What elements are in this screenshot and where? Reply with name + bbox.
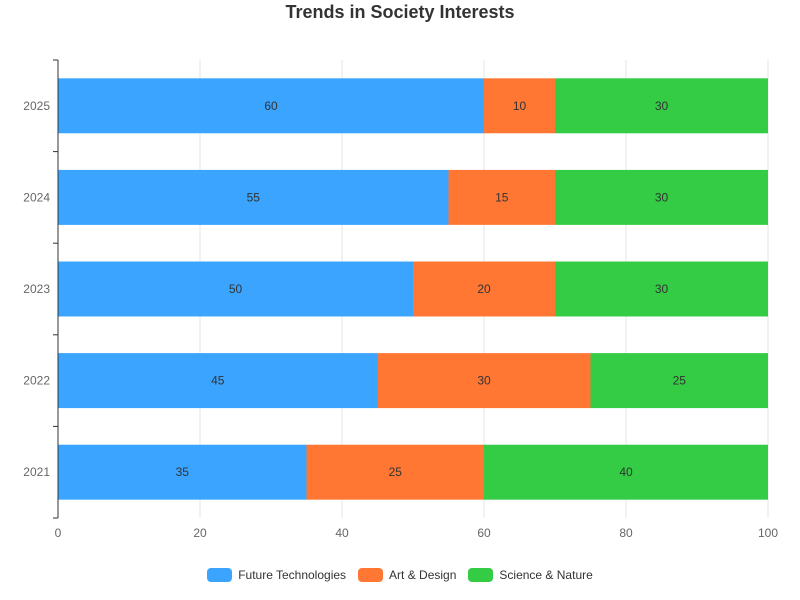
data-labels: 60 10 30 55 15 30 50 20 30 45 30 25 35 25 40	[176, 99, 687, 479]
bar-art-design-2022[interactable]	[377, 353, 591, 409]
bar-science-nature-2025[interactable]	[555, 78, 768, 134]
data-label: 10	[513, 99, 527, 113]
bar-science-nature-2024[interactable]	[555, 169, 768, 225]
bar-science-nature-2021[interactable]	[484, 444, 768, 500]
legend-item-future-technologies[interactable]: Future Technologies	[207, 568, 346, 582]
x-tick-label: 20	[193, 526, 207, 540]
bar-future-technologies-2022[interactable]	[58, 353, 378, 409]
y-tick-label: 2024	[23, 190, 50, 204]
data-label: 50	[229, 282, 243, 296]
data-label: 25	[673, 374, 687, 388]
bar-art-design-2024[interactable]	[448, 169, 556, 225]
y-tick-label: 2021	[23, 465, 50, 479]
legend-swatch	[358, 568, 384, 582]
data-label: 20	[477, 282, 491, 296]
legend-swatch	[207, 568, 233, 582]
bar-future-technologies-2025[interactable]	[58, 78, 484, 134]
bar-science-nature-2023[interactable]	[555, 261, 768, 317]
data-label: 30	[655, 282, 669, 296]
x-tick-label: 40	[335, 526, 349, 540]
bar-art-design-2025[interactable]	[484, 78, 555, 134]
data-label: 25	[389, 465, 403, 479]
bar-art-design-2021[interactable]	[306, 444, 485, 500]
legend-label: Future Technologies	[238, 568, 347, 582]
x-tick-label: 80	[619, 526, 633, 540]
bar-future-technologies-2024[interactable]	[58, 169, 449, 225]
x-tick-label: 60	[477, 526, 491, 540]
x-tick-label: 0	[55, 526, 62, 540]
legend-item-science-nature[interactable]: Science & Nature	[468, 568, 593, 582]
bar-future-technologies-2021[interactable]	[58, 444, 307, 500]
legend-label: Science & Nature	[499, 568, 593, 582]
bar-art-design-2023[interactable]	[413, 261, 555, 317]
data-label: 30	[655, 99, 669, 113]
data-label: 45	[211, 374, 225, 388]
legend: Future Technologies Art & Design Science &…	[0, 568, 800, 582]
data-label: 40	[619, 465, 633, 479]
chart-title: Trends in Society Interests	[285, 2, 515, 22]
bar-future-technologies-2023[interactable]	[58, 261, 413, 317]
legend-item-art-design[interactable]: Art & Design	[358, 568, 456, 582]
y-tick-label: 2023	[23, 282, 50, 296]
data-label: 30	[655, 190, 669, 204]
y-tick-label: 2022	[23, 374, 50, 388]
data-label: 60	[264, 99, 278, 113]
y-tick-label: 2025	[23, 99, 50, 113]
x-tick-label: 100	[758, 526, 778, 540]
bars	[58, 78, 769, 500]
legend-label: Art & Design	[389, 568, 457, 582]
data-label: 15	[495, 190, 509, 204]
data-label: 55	[247, 190, 261, 204]
data-label: 30	[477, 374, 491, 388]
bar-science-nature-2022[interactable]	[590, 353, 769, 409]
data-label: 35	[176, 465, 190, 479]
legend-swatch	[468, 568, 494, 582]
